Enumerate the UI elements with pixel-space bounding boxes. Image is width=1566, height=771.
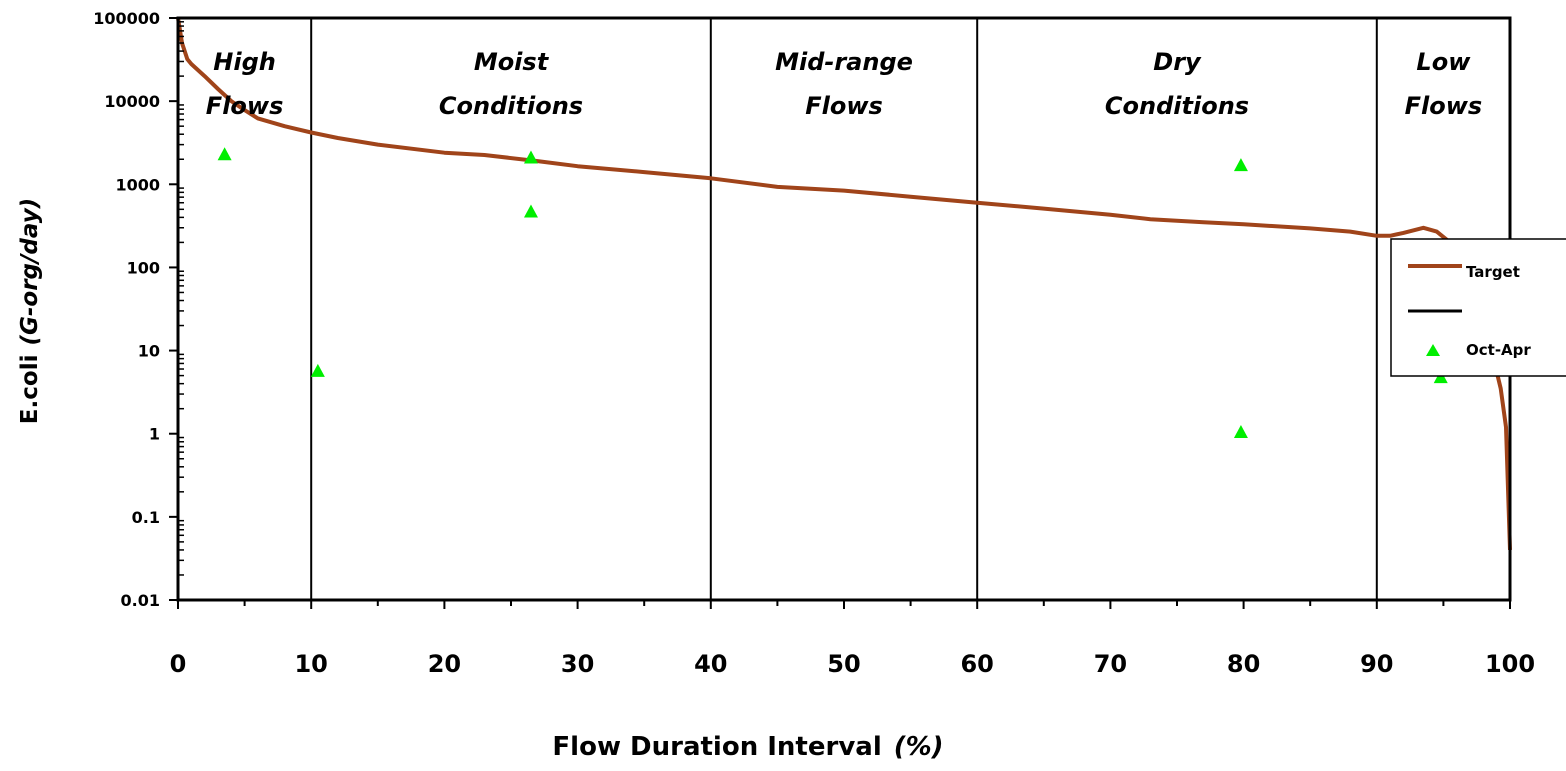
x-tick-label: 20 xyxy=(428,650,461,678)
series-layer xyxy=(176,17,1512,550)
x-tick-label: 80 xyxy=(1227,650,1260,678)
axis-ticks: 0 10 20 30 40 50 60 70 80 90 100 0.01 0.1 1 10 100 1000 1… xyxy=(93,9,1535,678)
region-label: Conditions xyxy=(439,92,583,120)
region-label: Flows xyxy=(805,92,883,120)
y-tick-label: 10000 xyxy=(104,92,160,111)
x-tick-label: 90 xyxy=(1360,650,1393,678)
legend: Target Oct-Apr xyxy=(1390,238,1566,377)
region-label: Mid-range xyxy=(775,48,913,76)
legend-oct-apr-label: Oct-Apr xyxy=(1466,341,1531,359)
series-line-target xyxy=(176,17,1512,550)
data-point-oct-apr xyxy=(523,150,538,164)
data-point-oct-apr xyxy=(523,204,538,218)
region-label: High xyxy=(213,48,276,76)
data-point-oct-apr xyxy=(310,363,325,377)
x-tick-label: 60 xyxy=(960,650,993,678)
region-boundary-lines xyxy=(310,18,1378,600)
region-label: Moist xyxy=(474,48,550,76)
y-tick-label: 0.01 xyxy=(121,591,160,610)
y-tick-label: 100000 xyxy=(93,9,160,28)
region-label: Conditions xyxy=(1105,92,1249,120)
region-label: Low xyxy=(1416,48,1471,76)
y-tick-label: 10 xyxy=(138,342,160,361)
x-tick-label: 0 xyxy=(170,650,187,678)
region-label: Flows xyxy=(1405,92,1483,120)
x-tick-label: 10 xyxy=(294,650,327,678)
x-tick-label: 70 xyxy=(1094,650,1127,678)
x-tick-label: 100 xyxy=(1485,650,1535,678)
legend-target-label: Target xyxy=(1466,263,1520,281)
y-tick-label: 0.1 xyxy=(132,508,160,527)
y-tick-label: 100 xyxy=(127,258,160,277)
data-point-oct-apr xyxy=(1233,158,1248,172)
y-tick-label: 1 xyxy=(149,425,160,444)
data-point-oct-apr xyxy=(217,147,232,161)
region-label: Dry xyxy=(1153,48,1202,76)
y-tick-label: 1000 xyxy=(115,175,160,194)
x-tick-label: 50 xyxy=(827,650,860,678)
x-tick-label: 40 xyxy=(694,650,727,678)
legend-oct-apr-marker xyxy=(1426,344,1440,356)
legend-box xyxy=(1390,238,1566,377)
region-labels: High Flows Moist Conditions Mid-range Flows Dr… xyxy=(206,48,1482,120)
x-tick-label: 30 xyxy=(561,650,594,678)
data-point-oct-apr xyxy=(1233,424,1248,438)
region-label: Flows xyxy=(206,92,284,120)
y-axis-title: E.coli(G-org/day) xyxy=(17,198,43,424)
x-axis-title: Flow Duration Interval (%) xyxy=(552,732,943,762)
